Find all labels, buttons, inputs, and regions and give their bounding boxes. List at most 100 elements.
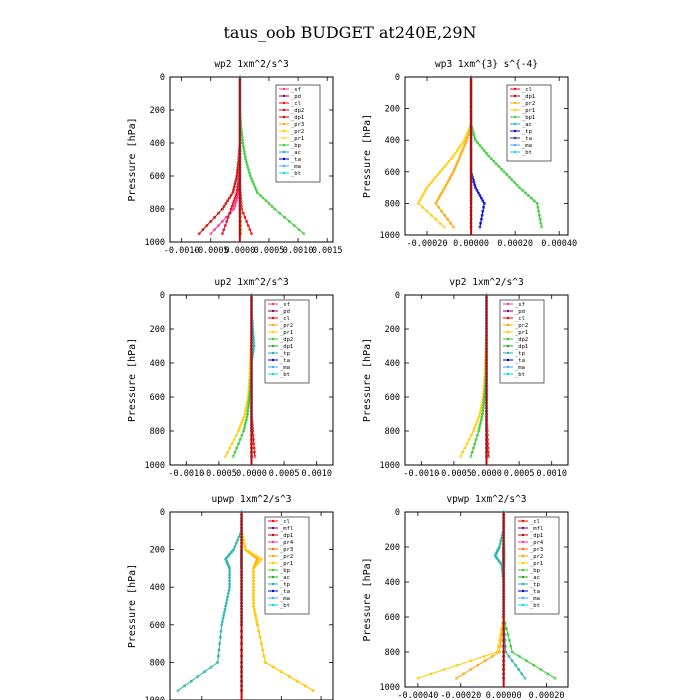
series-marker — [228, 579, 232, 583]
series-marker — [230, 204, 234, 208]
legend-marker — [271, 533, 275, 537]
legend-label: _dp1 — [280, 344, 293, 350]
series-marker — [479, 217, 483, 221]
legend-label: _ac — [530, 575, 540, 581]
series-marker — [441, 188, 445, 192]
series-marker — [469, 433, 473, 437]
y-tick-label: 0 — [160, 73, 165, 83]
series-marker — [257, 556, 261, 559]
series-marker — [480, 401, 484, 405]
x-tick-label: -0.00040 — [397, 691, 438, 700]
series-marker — [500, 167, 504, 171]
series-marker — [219, 629, 223, 633]
legend-label: _bt — [522, 150, 532, 156]
legend-label: _ma — [515, 365, 525, 371]
series-marker — [209, 232, 213, 236]
series-marker — [498, 542, 502, 546]
series-marker — [429, 672, 433, 676]
legend-label: _tp — [522, 129, 532, 135]
series-marker — [220, 219, 224, 223]
series-marker — [443, 213, 447, 217]
series-marker — [302, 232, 306, 236]
panel-4: vp2 1xm^2/s^3 Pressure [hPa] 0 200 400 600 800… — [362, 277, 569, 479]
series-marker — [463, 446, 467, 450]
series-marker — [256, 562, 259, 566]
legend-marker — [506, 372, 510, 376]
series-marker — [450, 172, 454, 176]
legend-label: _ta — [280, 589, 290, 595]
series-marker — [446, 180, 450, 184]
x-tick-label: 0.0010 — [283, 246, 314, 256]
series-marker — [241, 141, 245, 145]
y-tick-label: 400 — [150, 139, 165, 149]
series-marker — [222, 610, 226, 614]
series-marker — [437, 205, 441, 209]
y-tick-label: 200 — [150, 106, 165, 116]
series-marker — [449, 175, 452, 179]
series-marker — [480, 415, 484, 419]
series-marker — [467, 438, 471, 441]
panel-1: wp2 1xm^2/s^3 Pressure [hPa] 0 200 400 600 800… — [127, 59, 343, 256]
series-marker — [460, 149, 464, 153]
series-marker — [245, 415, 249, 419]
series-marker — [481, 409, 485, 413]
x-tick-label: 0.0005 — [269, 469, 300, 479]
series-marker — [498, 644, 502, 648]
series-marker — [243, 412, 247, 416]
series-marker — [244, 421, 248, 424]
series-marker — [248, 174, 252, 178]
series-marker — [220, 623, 224, 627]
series-marker — [283, 215, 286, 219]
series-marker — [461, 141, 465, 145]
y-tick-label: 800 — [150, 205, 165, 215]
legend-marker — [271, 358, 275, 362]
series-marker — [254, 554, 258, 558]
legend-marker — [506, 358, 510, 362]
y-tick-label: 1000 — [145, 696, 165, 700]
series-marker — [227, 196, 231, 200]
series-marker — [224, 559, 228, 563]
series-marker — [253, 610, 257, 614]
series-marker — [495, 551, 498, 555]
series-marker — [243, 152, 247, 156]
legend-label: _dp2 — [291, 108, 304, 114]
series-marker — [479, 421, 483, 424]
legend-marker — [271, 316, 275, 320]
series-marker — [228, 585, 232, 589]
legend-label: _pr2 — [280, 323, 293, 329]
series-marker — [251, 180, 255, 183]
legend-marker — [282, 108, 286, 112]
legend-box — [506, 84, 552, 162]
y-tick-label: 800 — [385, 427, 400, 437]
series-marker — [418, 199, 422, 203]
series-marker — [209, 219, 213, 223]
series-marker — [224, 601, 228, 605]
legend-marker — [271, 323, 275, 327]
series-marker — [434, 217, 438, 221]
y-tick-label: 600 — [385, 393, 400, 403]
series-marker — [242, 541, 246, 545]
y-tick-label: 400 — [385, 136, 400, 146]
series-marker — [252, 592, 255, 595]
series-marker — [527, 194, 530, 197]
series-marker — [497, 165, 501, 168]
legend-marker — [506, 337, 510, 341]
series-marker — [228, 446, 232, 450]
series-marker — [271, 665, 275, 669]
series-marker — [234, 180, 238, 183]
series-line-tp — [177, 512, 243, 692]
series-marker — [231, 191, 235, 194]
series-marker — [205, 224, 209, 227]
legend-marker — [521, 519, 525, 523]
legend-marker — [282, 157, 286, 161]
series-marker — [473, 136, 477, 140]
legend-marker — [506, 351, 510, 355]
series-marker — [237, 535, 241, 539]
x-tick-label: 0.00000 — [486, 691, 522, 700]
x-tick-label: 0.0000 — [224, 246, 255, 256]
series-marker — [231, 455, 235, 458]
legend-marker — [271, 582, 275, 586]
series-marker — [233, 545, 237, 548]
series-marker — [510, 659, 514, 663]
series-marker — [539, 668, 543, 671]
